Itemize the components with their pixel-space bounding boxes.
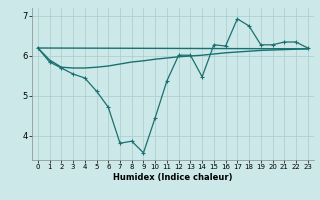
X-axis label: Humidex (Indice chaleur): Humidex (Indice chaleur) — [113, 173, 233, 182]
